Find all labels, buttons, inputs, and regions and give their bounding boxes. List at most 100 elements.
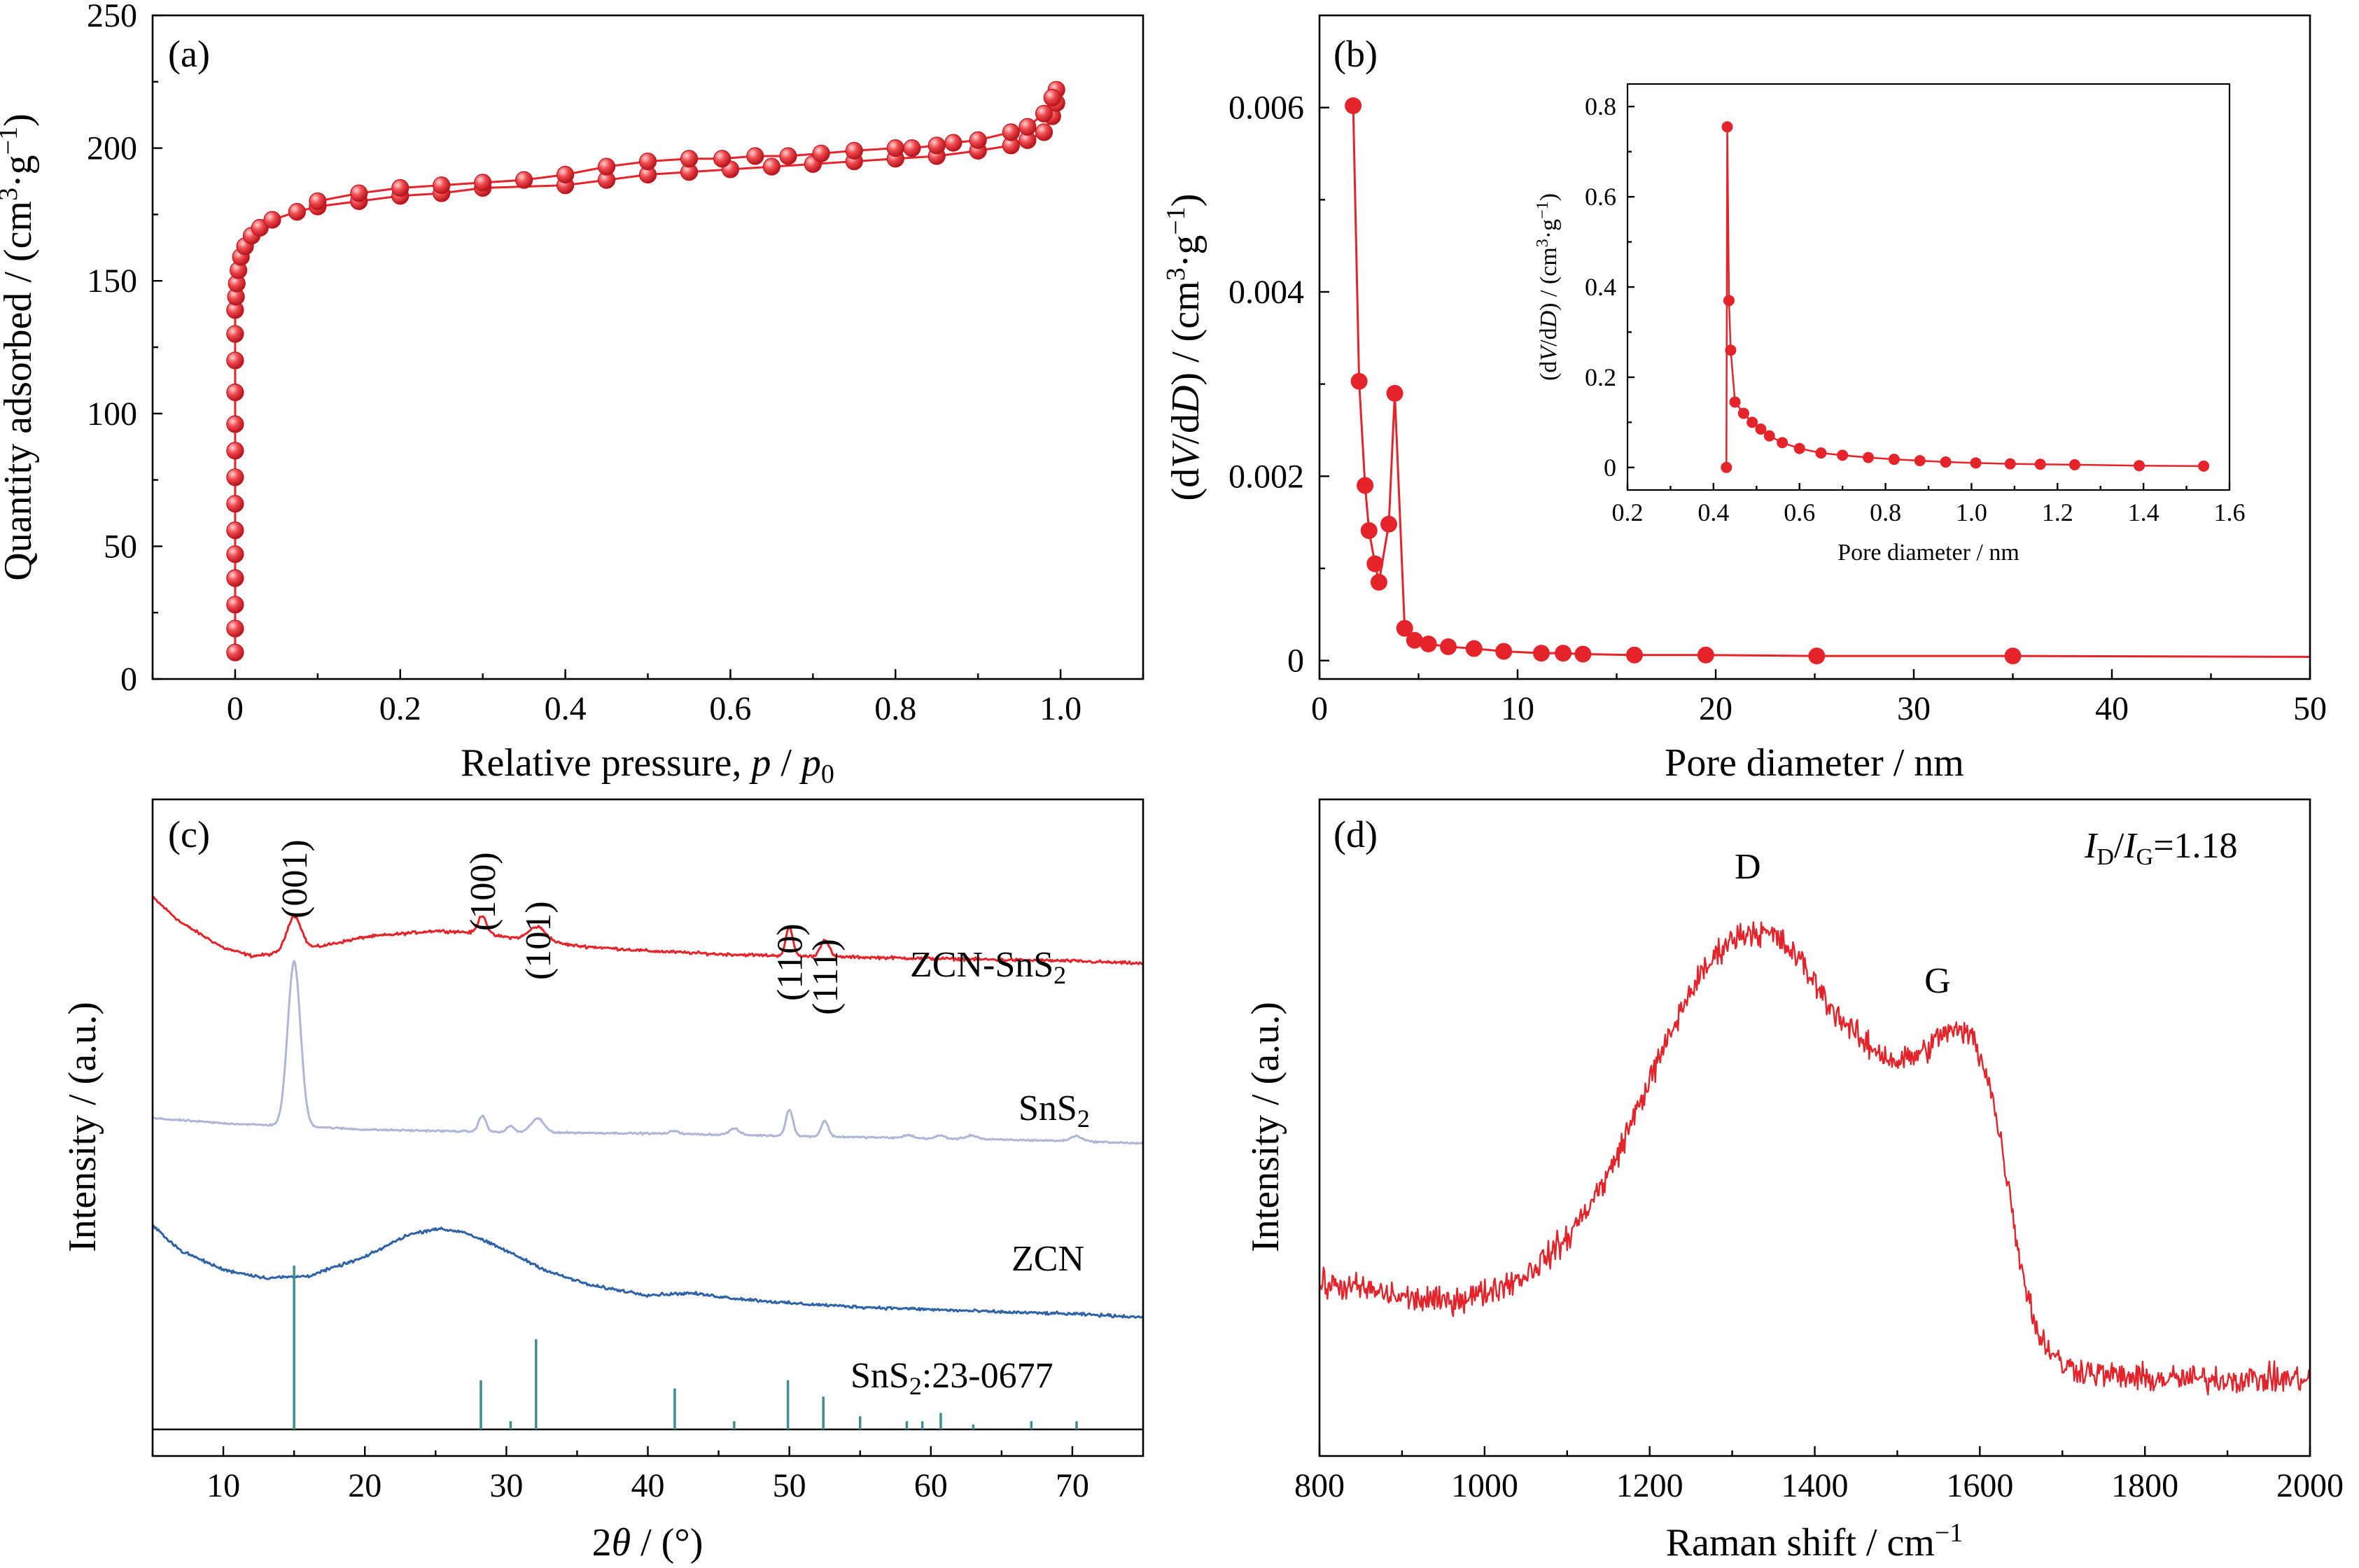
- miller-index-label: (110): [771, 923, 811, 1001]
- panel-b-inset-data: [1721, 121, 2210, 473]
- reference-label-sns2-pdf: SnS2:23-0677: [850, 1356, 1054, 1400]
- raman-band-label: D: [1735, 847, 1761, 887]
- panel-a-y-tick-label: 150: [87, 262, 137, 300]
- adsorption-point: [226, 415, 244, 433]
- panel-b-inset-y-tick-label: 0.2: [1585, 363, 1616, 391]
- pore-size-point: [1465, 640, 1483, 657]
- panel-c-x-tick-label: 30: [489, 1467, 523, 1504]
- panel-d-x-tick-label: 800: [1294, 1467, 1345, 1504]
- pore-size-point: [1495, 643, 1513, 660]
- panel-c-x-tick-label: 60: [914, 1467, 948, 1504]
- panel-a-y-tick-label: 0: [120, 661, 137, 698]
- series-label-zcn: ZCN: [1011, 1239, 1084, 1279]
- panel-b-inset-x-tick-label: 1.6: [2214, 498, 2246, 526]
- panel-c-x-axis-label: 2θ / (°): [592, 1521, 704, 1564]
- pore-size-point: [1574, 645, 1592, 663]
- pore-size-point: [1406, 631, 1423, 649]
- panel-d-x-tick-label: 1200: [1616, 1467, 1684, 1504]
- xrd-pattern-sns2: [152, 960, 1144, 1145]
- desorption-point: [713, 150, 732, 168]
- desorption-point: [556, 165, 575, 184]
- panel-b-inset-x-tick-label: 0.6: [1784, 498, 1815, 526]
- desorption-point: [903, 139, 921, 158]
- desorption-point: [350, 184, 368, 202]
- panel-a-y-ticks: 0 50 100 150 200 250: [87, 0, 162, 698]
- panel-d-x-tick-label: 1600: [1946, 1467, 2013, 1504]
- adsorption-point: [226, 596, 244, 614]
- desorption-point: [1043, 88, 1061, 107]
- inset-pore-size-point: [1970, 457, 1982, 469]
- panel-b-y-ticks: 0 0.002 0.004 0.006: [1228, 90, 1329, 680]
- panel-a-x-tick-label: 0: [227, 690, 244, 727]
- inset-pore-size-point: [1763, 430, 1775, 442]
- panel-d-x-tick-label: 2000: [2276, 1467, 2344, 1504]
- panel-d-x-tick-label: 1400: [1782, 1467, 1849, 1504]
- panel-c-x-tick-label: 70: [1056, 1467, 1089, 1504]
- pore-size-point: [1370, 573, 1387, 591]
- miller-index-label: (101): [519, 901, 559, 980]
- inset-pore-size-point: [1721, 461, 1732, 473]
- panel-c-x-tick-label: 40: [631, 1467, 665, 1504]
- panel-b-inset-x-axis-label: Pore diameter / nm: [1837, 540, 2019, 566]
- series-label-zcn-sns2: ZCN-SnS2: [910, 945, 1066, 989]
- panel-c-x-tick-label: 10: [206, 1467, 240, 1504]
- pore-size-point: [1532, 645, 1550, 662]
- panel-a-x-tick-label: 0.2: [379, 690, 421, 727]
- adsorption-point: [226, 569, 244, 587]
- panel-b-inset-x-tick-label: 0.2: [1612, 498, 1644, 526]
- panel-b-y-tick-label: 0: [1287, 643, 1304, 680]
- panel-b-x-tick-label: 0: [1311, 690, 1328, 727]
- panel-c-x-tick-label: 20: [348, 1467, 382, 1504]
- pore-size-point: [1345, 97, 1362, 115]
- adsorption-point: [762, 158, 780, 176]
- pore-size-point: [1386, 384, 1404, 402]
- panel-b-inset-y-tick-label: 0.8: [1585, 92, 1616, 120]
- inset-pore-size-point: [1723, 295, 1735, 307]
- adsorption-point: [226, 545, 244, 564]
- panel-a-x-ticks: 0 0.2 0.4 0.6 0.8 1.0: [151, 669, 1144, 727]
- inset-pore-size-point: [1755, 424, 1767, 435]
- pore-size-point: [1555, 645, 1572, 662]
- panel-b-inset-y-tick-label: 0.4: [1585, 273, 1616, 301]
- panel-d-frame: [1318, 798, 2311, 1457]
- desorption-point: [638, 152, 657, 171]
- xrd-pattern-zcn-sns2: [152, 896, 1144, 965]
- inset-pore-size-point: [2068, 458, 2080, 470]
- panel-b-x-tick-label: 10: [1501, 690, 1534, 727]
- pore-size-point: [1357, 477, 1374, 494]
- pore-size-point: [1360, 522, 1378, 540]
- desorption-point: [944, 134, 962, 152]
- adsorption-point: [226, 522, 244, 540]
- pore-size-point: [1439, 638, 1457, 655]
- panel-b-inset: 0.2 0.4 0.6 0.8 1.0 1.2 1.4 1.6 0 0.2 0.4 0.6 0.8 P…: [1534, 83, 2246, 566]
- panel-b-label: (b): [1334, 33, 1378, 75]
- adsorption-point: [226, 495, 244, 513]
- pore-size-point: [1808, 648, 1826, 665]
- pore-size-point: [1396, 620, 1413, 637]
- panel-a-data: [226, 80, 1065, 662]
- adsorption-point: [226, 643, 244, 662]
- ratio-annotation: ID/IG=1.18: [2084, 826, 2238, 870]
- panel-b-x-axis-label: Pore diameter / nm: [1665, 741, 1964, 785]
- pore-size-point: [1350, 372, 1368, 390]
- pore-size-point: [2004, 648, 2022, 665]
- miller-index-label: (111): [806, 939, 846, 1015]
- adsorption-point: [226, 383, 244, 402]
- panel-b-y-tick-label: 0.004: [1228, 274, 1304, 311]
- panel-b-inset-y-axis-label: (dV/dD) / (cm3·g−1): [1534, 193, 1562, 381]
- miller-index-label: (100): [463, 852, 503, 931]
- panel-b-y-axis-label: (dV/dD) / (cm3·g−1): [1161, 194, 1208, 501]
- panel-b-inset-frame: [1626, 83, 2231, 491]
- panel-b-y-tick-label: 0.006: [1228, 90, 1304, 127]
- inset-pore-size-point: [1777, 437, 1788, 449]
- desorption-point: [845, 141, 863, 160]
- pore-size-point: [1366, 555, 1384, 573]
- inset-pore-size-point: [1888, 454, 1900, 465]
- panel-b-frame: [1318, 14, 2311, 680]
- panel-a-y-tick-label: 50: [104, 528, 137, 565]
- desorption-point: [1018, 118, 1037, 136]
- panel-a-label: (a): [168, 33, 210, 75]
- panel-c-label: (c): [168, 813, 210, 855]
- panel-a-x-tick-label: 0.8: [874, 690, 916, 727]
